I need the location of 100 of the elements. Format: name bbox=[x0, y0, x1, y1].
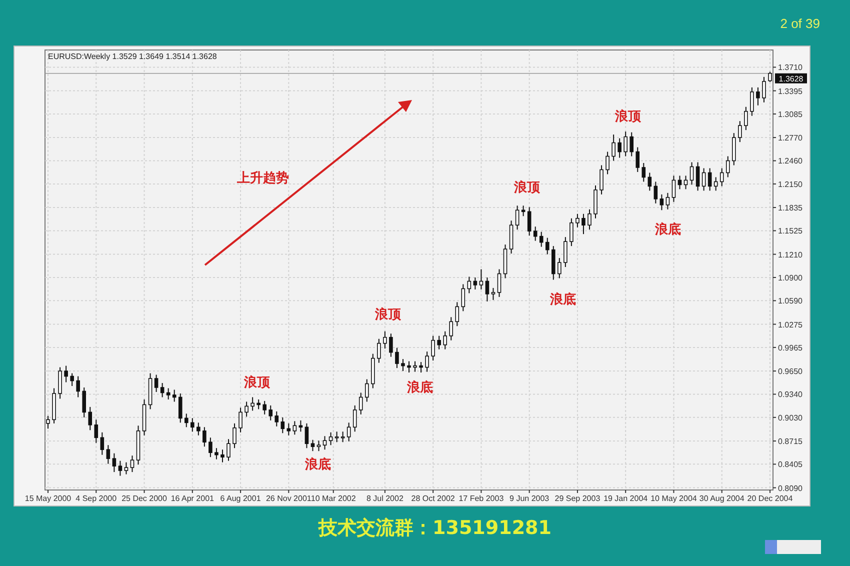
candlestick bbox=[564, 236, 568, 268]
candlestick bbox=[443, 330, 447, 350]
candlestick bbox=[732, 132, 736, 166]
candlestick bbox=[720, 168, 724, 187]
candlestick bbox=[340, 431, 345, 443]
candlestick bbox=[334, 431, 339, 443]
candlestick bbox=[76, 376, 80, 398]
y-tick-label: 0.8090 bbox=[778, 484, 804, 493]
candlestick bbox=[304, 422, 309, 449]
candlestick bbox=[358, 392, 363, 415]
candlestick bbox=[88, 406, 92, 431]
x-tick-label: 25 Dec 2000 bbox=[122, 494, 168, 503]
x-tick-label: 8 Jul 2002 bbox=[366, 494, 404, 503]
candlestick bbox=[118, 460, 122, 476]
x-tick-label: 28 Oct 2002 bbox=[411, 494, 456, 503]
candlestick bbox=[407, 360, 411, 374]
candlestick bbox=[684, 175, 688, 190]
annotation: 浪底 bbox=[406, 379, 433, 394]
candlestick bbox=[328, 432, 333, 446]
candlestick bbox=[606, 151, 610, 175]
y-tick-label: 1.3085 bbox=[778, 110, 804, 119]
candlestick bbox=[660, 194, 664, 211]
x-tick-label: 26 Nov 2001 bbox=[266, 494, 312, 503]
x-tick-label: 4 Sep 2000 bbox=[76, 494, 118, 503]
candlestick bbox=[196, 422, 200, 436]
annotation: 浪顶 bbox=[243, 374, 271, 390]
candlestick bbox=[58, 366, 62, 400]
y-tick-label: 1.3395 bbox=[778, 86, 804, 96]
candlestick bbox=[497, 268, 502, 298]
annotation: 浪底 bbox=[549, 291, 576, 306]
candlestick bbox=[232, 422, 236, 449]
candlestick bbox=[642, 162, 646, 182]
candlestick bbox=[94, 419, 98, 444]
x-tick-label: 17 Feb 2003 bbox=[458, 494, 504, 503]
text: 技术交流群：135191281 bbox=[318, 517, 552, 539]
x-tick-label: 19 Jan 2004 bbox=[604, 494, 648, 503]
candlestick bbox=[570, 218, 574, 247]
y-tick-label: 1.2770 bbox=[778, 134, 804, 143]
candlestick bbox=[582, 213, 586, 235]
x-tick-label: 30 Aug 2004 bbox=[699, 494, 745, 503]
annotation: 浪顶 bbox=[513, 179, 541, 194]
candlestick bbox=[112, 452, 116, 473]
annotation: 浪顶 bbox=[614, 108, 642, 124]
candlestick bbox=[130, 455, 134, 473]
candlestick bbox=[401, 358, 405, 372]
candlestick bbox=[286, 422, 291, 436]
candlestick bbox=[612, 134, 616, 162]
candlestick bbox=[768, 71, 772, 82]
y-tick-label: 1.2460 bbox=[778, 156, 804, 166]
candlestick bbox=[678, 175, 682, 190]
y-tick-label: 0.8405 bbox=[778, 460, 804, 470]
candlestick bbox=[636, 146, 640, 172]
candlestick bbox=[533, 226, 538, 242]
candlestick bbox=[292, 420, 297, 436]
candlestick bbox=[539, 231, 544, 248]
candlestick bbox=[618, 138, 622, 158]
candlestick bbox=[425, 351, 429, 372]
candlestick bbox=[654, 181, 658, 204]
candlestick bbox=[256, 398, 260, 410]
candlestick bbox=[527, 206, 532, 236]
candlestick bbox=[46, 415, 50, 430]
candlestick bbox=[738, 120, 742, 143]
candlestick bbox=[383, 330, 387, 350]
candlestick bbox=[364, 378, 369, 402]
candlestick bbox=[600, 164, 604, 195]
candlestick bbox=[280, 416, 285, 434]
candlestick bbox=[100, 432, 104, 456]
candlestick bbox=[545, 237, 550, 255]
y-tick-label: 1.1835 bbox=[778, 204, 804, 213]
candlestick bbox=[491, 287, 496, 300]
candlestick bbox=[310, 439, 315, 452]
candlestick bbox=[268, 404, 273, 421]
candlestick bbox=[690, 162, 694, 186]
y-tick-label: 1.0590 bbox=[778, 296, 804, 306]
candlestick bbox=[316, 440, 321, 452]
candlestick bbox=[298, 420, 303, 432]
annotation: 浪底 bbox=[654, 221, 681, 236]
y-tick-label: 1.0275 bbox=[778, 320, 804, 330]
candlestick bbox=[70, 372, 74, 386]
candlestick bbox=[467, 276, 472, 294]
text: 2 of 39 bbox=[780, 16, 820, 31]
candlestick bbox=[756, 86, 760, 106]
candlestick bbox=[64, 365, 68, 383]
x-tick-label: 6 Aug 2001 bbox=[220, 494, 262, 503]
candlestick bbox=[184, 413, 188, 428]
x-tick-label: 10 Mar 2002 bbox=[310, 494, 356, 503]
candlestick bbox=[226, 438, 230, 462]
y-tick-label: 0.9030 bbox=[778, 413, 804, 422]
candlestick bbox=[666, 192, 670, 210]
candlestick bbox=[750, 86, 754, 116]
candlestick bbox=[708, 168, 712, 192]
candlestick bbox=[154, 374, 158, 392]
candlestick bbox=[106, 444, 110, 464]
candlestick bbox=[431, 335, 435, 362]
candlestick bbox=[352, 404, 357, 432]
candlestick bbox=[479, 268, 484, 290]
annotation: 浪顶 bbox=[374, 306, 402, 322]
candlestick bbox=[238, 407, 242, 433]
candlestick bbox=[166, 388, 170, 400]
candlestick bbox=[274, 410, 279, 427]
